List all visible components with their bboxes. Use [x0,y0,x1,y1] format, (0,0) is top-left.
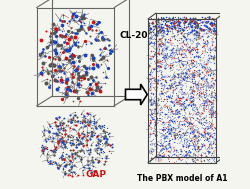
Text: GAP: GAP [85,170,106,179]
Text: The PBX model of A1: The PBX model of A1 [136,174,226,183]
Text: CL-20: CL-20 [119,31,148,40]
Polygon shape [125,84,147,105]
